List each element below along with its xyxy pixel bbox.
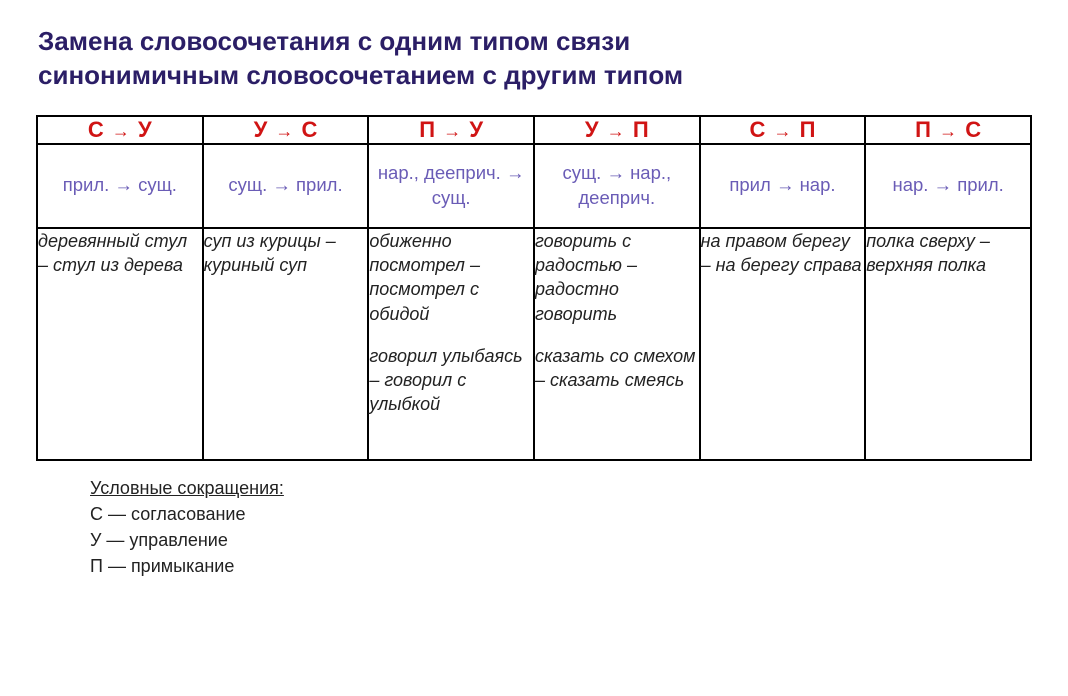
header-to: У	[138, 117, 152, 142]
example-text: деревянный стул – стул из дерева	[38, 229, 202, 278]
arrow-icon: →	[937, 121, 959, 141]
pos-cell-4: прил → нар.	[700, 144, 866, 228]
example-text: обиженно посмотрел – посмотрел с обидой	[369, 229, 533, 326]
example-cell-5: полка сверху – верхняя полка	[865, 228, 1031, 460]
header-from: У	[585, 117, 599, 142]
example-text: суп из курицы – куриный суп	[204, 229, 368, 278]
header-row: С → У У → С П → У У → П С → П	[37, 116, 1031, 144]
example-cell-0: деревянный стул – стул из дерева	[37, 228, 203, 460]
example-cell-4: на правом берегу – на берегу справа	[700, 228, 866, 460]
header-to: У	[469, 117, 483, 142]
legend-title: Условные сокращения:	[90, 475, 1032, 501]
header-from: С	[749, 117, 765, 142]
pos-cell-0: прил. → сущ.	[37, 144, 203, 228]
example-cell-3: говорить с радостью – радостно говорить …	[534, 228, 700, 460]
legend-item: С — согласование	[90, 501, 1032, 527]
header-cell-3: У → П	[534, 116, 700, 144]
header-cell-5: П → С	[865, 116, 1031, 144]
example-text: на правом берегу – на берегу справа	[701, 229, 865, 278]
legend: Условные сокращения: С — согласование У …	[90, 475, 1032, 579]
header-from: П	[915, 117, 931, 142]
example-cell-2: обиженно посмотрел – посмотрел с обидой …	[368, 228, 534, 460]
header-from: С	[88, 117, 104, 142]
pos-row: прил. → сущ. сущ. → прил. нар., дееприч.…	[37, 144, 1031, 228]
arrow-icon: →	[110, 121, 132, 141]
example-text: полка сверху – верхняя полка	[866, 229, 1030, 278]
pos-cell-5: нар. → прил.	[865, 144, 1031, 228]
arrow-icon: →	[771, 121, 793, 141]
example-text: говорить с радостью – радостно говорить	[535, 229, 699, 326]
header-cell-1: У → С	[203, 116, 369, 144]
page-title: Замена словосочетания с одним типом связ…	[38, 24, 1032, 93]
header-to: С	[302, 117, 318, 142]
header-to: П	[633, 117, 649, 142]
header-cell-0: С → У	[37, 116, 203, 144]
conversion-table: С → У У → С П → У У → П С → П	[36, 115, 1032, 461]
title-line-2: синонимичным словосочетанием с другим ти…	[38, 60, 683, 90]
header-cell-4: С → П	[700, 116, 866, 144]
header-from: У	[254, 117, 268, 142]
legend-item: П — примыкание	[90, 553, 1032, 579]
arrow-icon: →	[441, 121, 463, 141]
header-cell-2: П → У	[368, 116, 534, 144]
example-text: говорил улыбаясь – говорил с улыбкой	[369, 344, 533, 417]
examples-row: деревянный стул – стул из дерева суп из …	[37, 228, 1031, 460]
title-line-1: Замена словосочетания с одним типом связ…	[38, 26, 630, 56]
header-to: С	[965, 117, 981, 142]
example-cell-1: суп из курицы – куриный суп	[203, 228, 369, 460]
page: Замена словосочетания с одним типом связ…	[0, 0, 1068, 579]
header-to: П	[800, 117, 816, 142]
example-text: сказать со смехом – сказать смеясь	[535, 344, 699, 393]
legend-item: У — управление	[90, 527, 1032, 553]
arrow-icon: →	[605, 121, 627, 141]
pos-cell-3: сущ. → нар., дееприч.	[534, 144, 700, 228]
header-from: П	[419, 117, 435, 142]
pos-cell-1: сущ. → прил.	[203, 144, 369, 228]
pos-cell-2: нар., дееприч. → сущ.	[368, 144, 534, 228]
arrow-icon: →	[273, 121, 295, 141]
